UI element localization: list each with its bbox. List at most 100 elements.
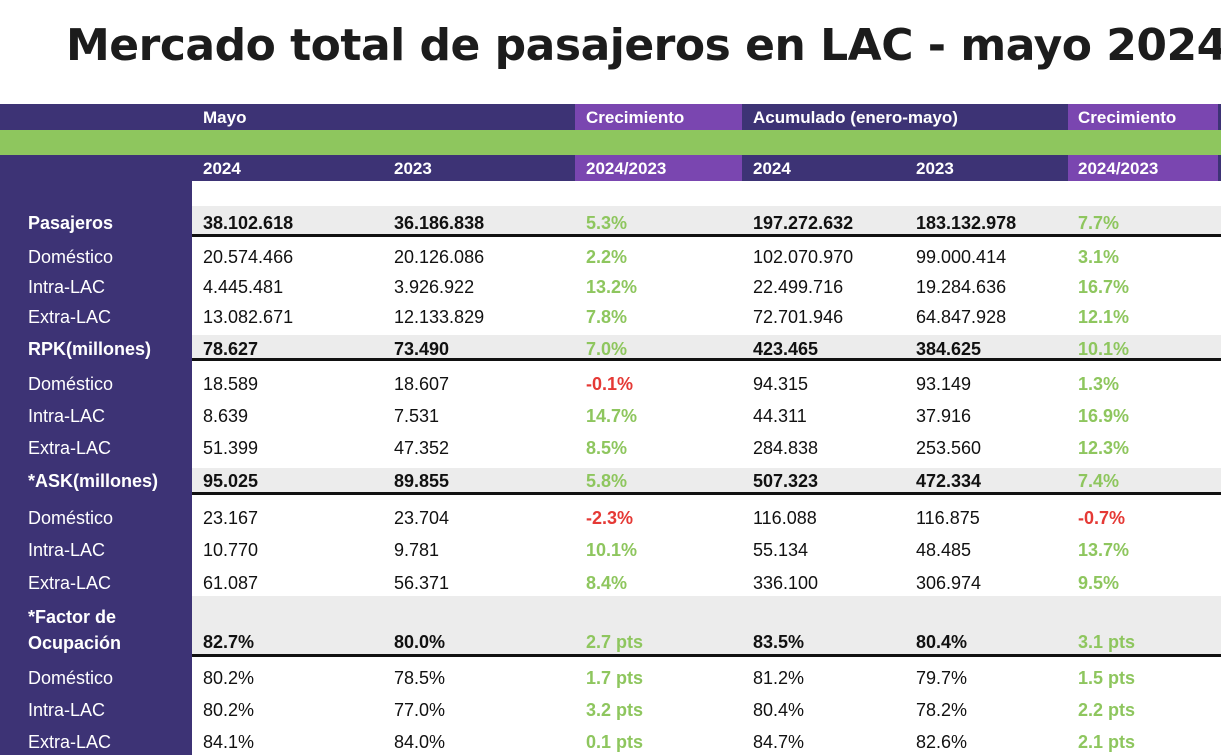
cell-may-2023: 56.371 bbox=[394, 573, 450, 593]
cell-may-growth: -2.3% bbox=[586, 508, 634, 528]
cell-may-2024: 78.627 bbox=[203, 339, 259, 359]
cell-may-growth: 13.2% bbox=[586, 277, 638, 297]
cell-may-2024: 38.102.618 bbox=[203, 213, 294, 233]
cell-may-growth: 0.1 pts bbox=[586, 732, 644, 752]
cell-may-2023: 9.781 bbox=[394, 540, 440, 560]
row-label-line-2: Ocupación bbox=[28, 633, 122, 653]
cell-ytd-2024: 507.323 bbox=[753, 471, 819, 491]
row-label: *Factor de Ocupación bbox=[28, 604, 121, 656]
green-separator-band bbox=[0, 130, 1221, 155]
row-label: Pasajeros bbox=[28, 213, 114, 233]
cell-ytd-2023: 82.6% bbox=[916, 732, 968, 752]
cell-ytd-growth: 12.3% bbox=[1078, 438, 1130, 458]
cell-ytd-growth: 12.1% bbox=[1078, 307, 1130, 327]
cell-may-growth: 5.8% bbox=[586, 471, 628, 491]
cell-ytd-2023: 306.974 bbox=[916, 573, 982, 593]
cell-ytd-2023: 183.132.978 bbox=[916, 213, 1017, 233]
cell-may-2024: 13.082.671 bbox=[203, 307, 294, 327]
rule-rpk bbox=[192, 358, 1221, 361]
cell-ytd-growth: 1.3% bbox=[1078, 374, 1120, 394]
header-year-2024-b: 2024 bbox=[753, 159, 791, 178]
cell-ytd-growth: 16.9% bbox=[1078, 406, 1130, 426]
cell-ytd-growth: 3.1% bbox=[1078, 247, 1120, 267]
cell-ytd-2024: 84.7% bbox=[753, 732, 805, 752]
cell-ytd-2024: 55.134 bbox=[753, 540, 809, 560]
header-year-2023-a: 2023 bbox=[394, 159, 432, 178]
cell-may-2023: 18.607 bbox=[394, 374, 450, 394]
cell-ytd-growth: 2.2 pts bbox=[1078, 700, 1136, 720]
cell-may-2024: 84.1% bbox=[203, 732, 255, 752]
rule-pasajeros bbox=[192, 234, 1221, 237]
cell-ytd-2024: 80.4% bbox=[753, 700, 805, 720]
rule-ask bbox=[192, 492, 1221, 495]
row-label-column bbox=[0, 104, 192, 755]
cell-ytd-2023: 48.485 bbox=[916, 540, 972, 560]
row-label: Extra-LAC bbox=[28, 732, 112, 752]
cell-may-growth: 3.2 pts bbox=[586, 700, 644, 720]
cell-ytd-growth: 2.1 pts bbox=[1078, 732, 1136, 752]
header-acumulado: Acumulado (enero-mayo) bbox=[753, 108, 958, 127]
cell-ytd-growth: 7.4% bbox=[1078, 471, 1120, 491]
row-label: Doméstico bbox=[28, 374, 114, 394]
cell-may-2024: 80.2% bbox=[203, 700, 255, 720]
cell-ytd-2024: 423.465 bbox=[753, 339, 819, 359]
cell-may-growth: 5.3% bbox=[586, 213, 628, 233]
cell-ytd-growth: 7.7% bbox=[1078, 213, 1120, 233]
cell-ytd-growth: 10.1% bbox=[1078, 339, 1130, 359]
cell-may-growth: 10.1% bbox=[586, 540, 638, 560]
cell-may-2023: 84.0% bbox=[394, 732, 446, 752]
cell-may-2023: 3.926.922 bbox=[394, 277, 475, 297]
cell-may-2024: 4.445.481 bbox=[203, 277, 284, 297]
cell-ytd-2024: 102.070.970 bbox=[753, 247, 854, 267]
cell-ytd-2023: 93.149 bbox=[916, 374, 972, 394]
cell-ytd-growth: 13.7% bbox=[1078, 540, 1130, 560]
shade-rpk bbox=[192, 335, 1221, 359]
cell-may-2023: 20.126.086 bbox=[394, 247, 485, 267]
cell-may-growth: 8.5% bbox=[586, 438, 628, 458]
cell-ytd-2024: 94.315 bbox=[753, 374, 809, 394]
header-growth-a: 2024/2023 bbox=[586, 159, 667, 178]
growth-header-bg-2 bbox=[1068, 104, 1218, 130]
row-label: Intra-LAC bbox=[28, 700, 106, 720]
page-title: Mercado total de pasajeros en LAC - mayo… bbox=[66, 20, 1221, 71]
cell-may-2024: 8.639 bbox=[203, 406, 249, 426]
row-label: *ASK(millones) bbox=[28, 471, 159, 491]
row-label: Intra-LAC bbox=[28, 540, 106, 560]
cell-may-2023: 23.704 bbox=[394, 508, 450, 528]
cell-may-growth: 14.7% bbox=[586, 406, 638, 426]
row-label: Extra-LAC bbox=[28, 573, 112, 593]
cell-ytd-2023: 384.625 bbox=[916, 339, 982, 359]
row-label: Intra-LAC bbox=[28, 406, 106, 426]
cell-ytd-2024: 83.5% bbox=[753, 632, 805, 652]
cell-ytd-2024: 44.311 bbox=[753, 406, 807, 426]
cell-may-2023: 80.0% bbox=[394, 632, 446, 652]
header-crecimiento-1: Crecimiento bbox=[586, 108, 685, 127]
cell-ytd-2023: 472.334 bbox=[916, 471, 982, 491]
cell-ytd-2023: 79.7% bbox=[916, 668, 968, 688]
cell-ytd-growth: 9.5% bbox=[1078, 573, 1120, 593]
cell-may-2024: 80.2% bbox=[203, 668, 255, 688]
cell-ytd-2023: 19.284.636 bbox=[916, 277, 1007, 297]
row-label: Doméstico bbox=[28, 668, 114, 688]
cell-may-2024: 51.399 bbox=[203, 438, 259, 458]
cell-ytd-2024: 284.838 bbox=[753, 438, 819, 458]
cell-ytd-2023: 253.560 bbox=[916, 438, 982, 458]
header-year-2024-a: 2024 bbox=[203, 159, 241, 178]
cell-ytd-2023: 64.847.928 bbox=[916, 307, 1007, 327]
header-mayo: Mayo bbox=[203, 108, 247, 127]
row-label-line-1: *Factor de bbox=[28, 607, 117, 627]
header-growth-b: 2024/2023 bbox=[1078, 159, 1159, 178]
cell-ytd-2023: 99.000.414 bbox=[916, 247, 1007, 267]
cell-may-2024: 61.087 bbox=[203, 573, 259, 593]
cell-may-2024: 10.770 bbox=[203, 540, 259, 560]
cell-ytd-2023: 78.2% bbox=[916, 700, 968, 720]
cell-may-growth: 1.7 pts bbox=[586, 668, 644, 688]
cell-ytd-2023: 116.875 bbox=[916, 508, 980, 528]
growth-year-bg-2 bbox=[1068, 155, 1218, 181]
cell-may-growth: -0.1% bbox=[586, 374, 634, 394]
header-year-2023-b: 2023 bbox=[916, 159, 954, 178]
shade-pasajeros bbox=[192, 206, 1221, 234]
cell-may-growth: 8.4% bbox=[586, 573, 628, 593]
cell-ytd-growth: 16.7% bbox=[1078, 277, 1130, 297]
cell-may-2023: 89.855 bbox=[394, 471, 450, 491]
